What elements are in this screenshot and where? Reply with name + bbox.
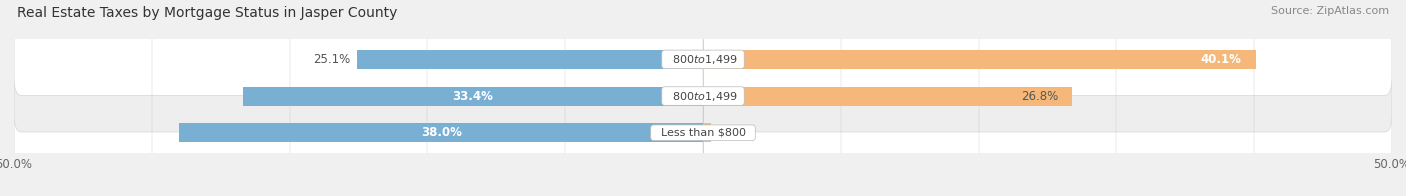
Text: 40.1%: 40.1% <box>1201 53 1241 66</box>
Text: $800 to $1,499: $800 to $1,499 <box>665 53 741 66</box>
Text: 33.4%: 33.4% <box>453 90 494 103</box>
FancyBboxPatch shape <box>14 97 1392 169</box>
Bar <box>703 50 1256 69</box>
Bar <box>180 123 703 142</box>
Text: Source: ZipAtlas.com: Source: ZipAtlas.com <box>1271 6 1389 16</box>
Text: $800 to $1,499: $800 to $1,499 <box>665 90 741 103</box>
Bar <box>703 123 711 142</box>
Text: 38.0%: 38.0% <box>420 126 461 139</box>
Text: 25.1%: 25.1% <box>314 53 350 66</box>
FancyBboxPatch shape <box>14 24 1392 95</box>
Text: Less than $800: Less than $800 <box>654 128 752 138</box>
Bar <box>243 86 703 106</box>
Text: 0.59%: 0.59% <box>718 126 755 139</box>
Text: 26.8%: 26.8% <box>1021 90 1059 103</box>
FancyBboxPatch shape <box>14 60 1392 132</box>
Text: Real Estate Taxes by Mortgage Status in Jasper County: Real Estate Taxes by Mortgage Status in … <box>17 6 398 20</box>
Bar <box>703 86 1073 106</box>
Bar <box>357 50 703 69</box>
